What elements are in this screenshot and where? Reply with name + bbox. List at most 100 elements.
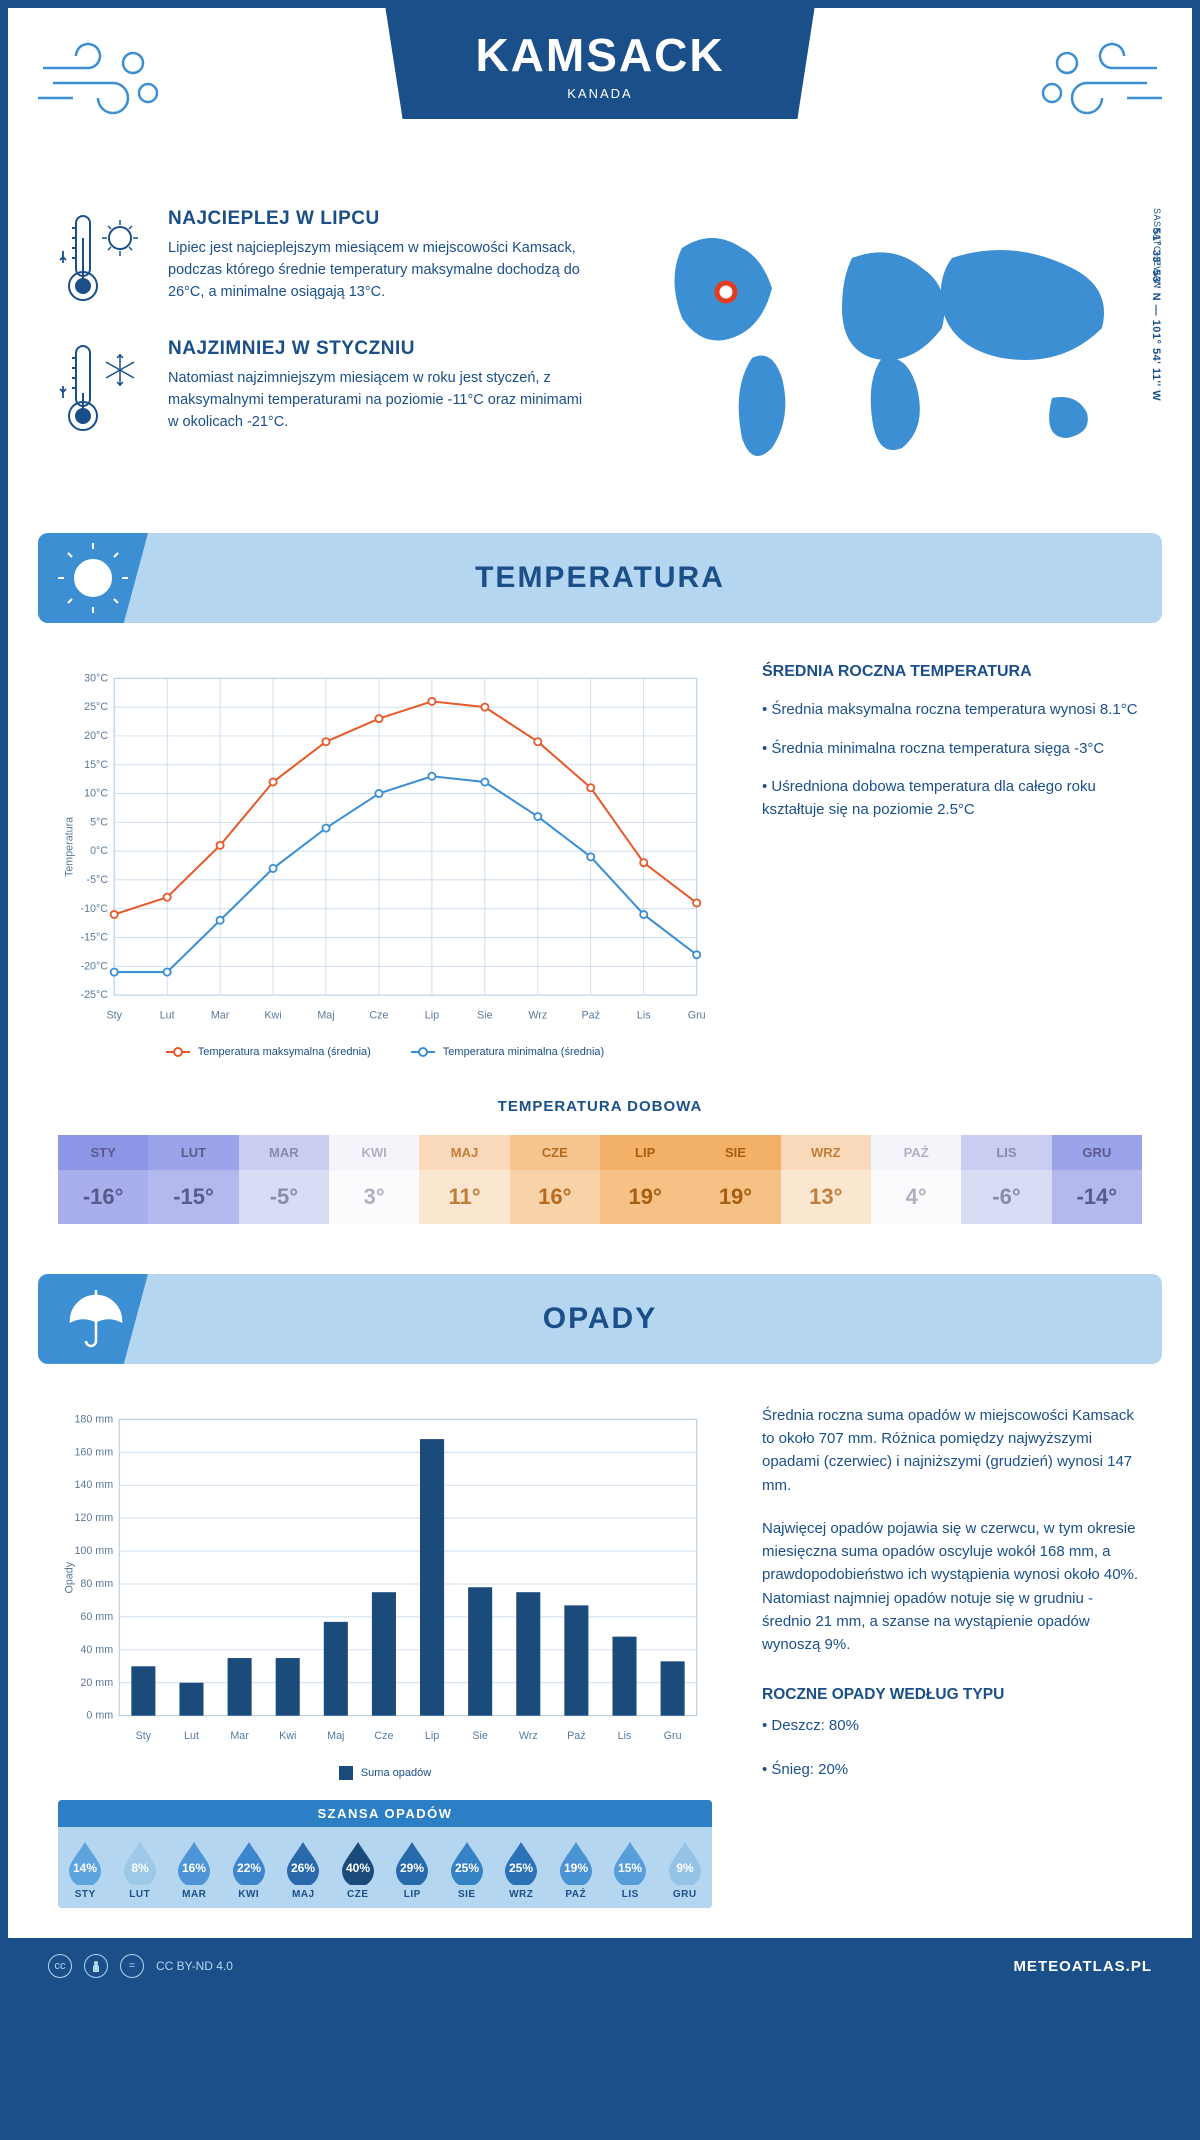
svg-text:22%: 22% [237,1861,261,1875]
temp-info-bullet3: • Uśredniona dobowa temperatura dla całe… [762,776,1142,821]
license-text: CC BY-ND 4.0 [156,1959,233,1973]
svg-text:Sty: Sty [106,1010,122,1022]
chance-cell: 16% MAR [167,1827,222,1908]
svg-text:-15°C: -15°C [81,932,109,944]
svg-text:29%: 29% [400,1861,424,1875]
svg-text:180 mm: 180 mm [74,1413,113,1425]
cc-icon: cc [48,1954,72,1978]
hottest-text: Lipiec jest najcieplejszym miesiącem w m… [168,238,592,303]
chance-cell: 15% LIS [603,1827,658,1908]
precip-content: 0 mm20 mm40 mm60 mm80 mm100 mm120 mm140 … [8,1364,1192,1938]
svg-text:Lip: Lip [425,1730,439,1742]
daily-temp-cell: CZE16° [510,1135,600,1224]
svg-text:Cze: Cze [369,1010,388,1022]
footer-license: cc = CC BY-ND 4.0 [48,1954,233,1978]
svg-text:25%: 25% [509,1861,533,1875]
svg-text:Paź: Paź [567,1730,585,1742]
temperature-banner: TEMPERATURA [38,533,1162,623]
precip-snow: • Śnieg: 20% [762,1758,1142,1781]
precip-legend: Suma opadów [58,1766,712,1780]
chance-cell: 40% CZE [331,1827,386,1908]
chance-row: 14% STY 8% LUT 16% MAR 22% KWI 26% MAJ 4… [58,1827,712,1908]
precip-rain: • Deszcz: 80% [762,1714,1142,1737]
svg-text:Temperatura: Temperatura [63,817,75,877]
chance-cell: 22% KWI [222,1827,277,1908]
raindrop-icon: 15% [610,1839,650,1885]
thermometer-sun-icon [58,208,148,308]
svg-text:Lip: Lip [425,1010,439,1022]
raindrop-icon: 14% [65,1839,105,1885]
svg-text:10°C: 10°C [84,788,108,800]
svg-text:0°C: 0°C [90,845,108,857]
svg-text:120 mm: 120 mm [74,1512,113,1524]
daily-temp-cell: LIS-6° [961,1135,1051,1224]
footer-brand: METEOATLAS.PL [1013,1958,1152,1975]
svg-text:15%: 15% [618,1861,642,1875]
svg-text:Mar: Mar [211,1010,230,1022]
svg-text:Cze: Cze [374,1730,393,1742]
precip-legend-label: Suma opadów [361,1767,431,1779]
svg-text:Mar: Mar [230,1730,249,1742]
raindrop-icon: 40% [338,1839,378,1885]
daily-temp-cell: LUT-15° [148,1135,238,1224]
map-column: SASKATCHEWAN 51° 33' 53'' N — 101° 54' 1… [622,208,1142,493]
raindrop-icon: 25% [447,1839,487,1885]
chance-box: SZANSA OPADÓW 14% STY 8% LUT 16% MAR 22%… [58,1800,712,1908]
raindrop-icon: 29% [392,1839,432,1885]
temperature-content: -25°C-20°C-15°C-10°C-5°C0°C5°C10°C15°C20… [8,623,1192,1088]
daily-temp-table: STY-16°LUT-15°MAR-5°KWI3°MAJ11°CZE16°LIP… [58,1135,1142,1224]
svg-text:25°C: 25°C [84,701,108,713]
svg-text:Sie: Sie [472,1730,488,1742]
location-marker-icon [717,283,735,301]
svg-text:Lut: Lut [160,1010,175,1022]
precip-bar-chart: 0 mm20 mm40 mm60 mm80 mm100 mm120 mm140 … [58,1404,712,1751]
daily-temp-cell: MAR-5° [239,1135,329,1224]
raindrop-icon: 9% [665,1839,705,1885]
temp-info-bullet1: • Średnia maksymalna roczna temperatura … [762,699,1142,722]
chance-cell: 25% SIE [440,1827,495,1908]
svg-text:Wrz: Wrz [519,1730,538,1742]
raindrop-icon: 22% [229,1839,269,1885]
daily-temp-cell: SIE19° [690,1135,780,1224]
svg-text:0 mm: 0 mm [86,1710,113,1722]
chance-cell: 25% WRZ [494,1827,549,1908]
svg-text:80 mm: 80 mm [80,1578,113,1590]
svg-text:Lis: Lis [618,1730,632,1742]
svg-text:20 mm: 20 mm [80,1677,113,1689]
svg-text:Sty: Sty [136,1730,152,1742]
temperature-legend: Temperatura maksymalna (średnia) Tempera… [58,1046,712,1058]
svg-text:-10°C: -10°C [81,903,109,915]
header: KAMSACK KANADA [8,8,1192,178]
daily-temp-title: TEMPERATURA DOBOWA [58,1098,1142,1115]
page-root: KAMSACK KANADA [8,8,1192,1994]
raindrop-icon: 16% [174,1839,214,1885]
intro-section: NAJCIEPLEJ W LIPCU Lipiec jest najcieple… [8,178,1192,533]
daily-temp-cell: MAJ11° [419,1135,509,1224]
temperature-section-title: TEMPERATURA [475,561,725,595]
daily-temp-cell: PAŹ4° [871,1135,961,1224]
by-icon [84,1954,108,1978]
temperature-chart: -25°C-20°C-15°C-10°C-5°C0°C5°C10°C15°C20… [58,663,712,1058]
chance-cell: 19% PAŹ [549,1827,604,1908]
svg-text:30°C: 30°C [84,672,108,684]
world-map [622,208,1142,488]
thermometer-snow-icon [58,338,148,438]
wind-icon-left [38,38,168,128]
sun-icon [38,533,148,623]
svg-text:-20°C: -20°C [81,960,109,972]
chance-cell: 29% LIP [385,1827,440,1908]
temperature-info: ŚREDNIA ROCZNA TEMPERATURA • Średnia mak… [762,663,1142,1058]
daily-temperature: TEMPERATURA DOBOWA STY-16°LUT-15°MAR-5°K… [8,1088,1192,1274]
hottest-block: NAJCIEPLEJ W LIPCU Lipiec jest najcieple… [58,208,592,308]
nd-icon: = [120,1954,144,1978]
chance-cell: 9% GRU [658,1827,713,1908]
daily-temp-cell: LIP19° [600,1135,690,1224]
svg-text:Maj: Maj [327,1730,344,1742]
precip-banner: OPADY [38,1274,1162,1364]
raindrop-icon: 19% [556,1839,596,1885]
svg-text:Maj: Maj [317,1010,334,1022]
intro-text-column: NAJCIEPLEJ W LIPCU Lipiec jest najcieple… [58,208,592,493]
precip-section-title: OPADY [543,1302,657,1336]
country-name: KANADA [475,86,724,101]
footer: cc = CC BY-ND 4.0 METEOATLAS.PL [8,1938,1192,1994]
